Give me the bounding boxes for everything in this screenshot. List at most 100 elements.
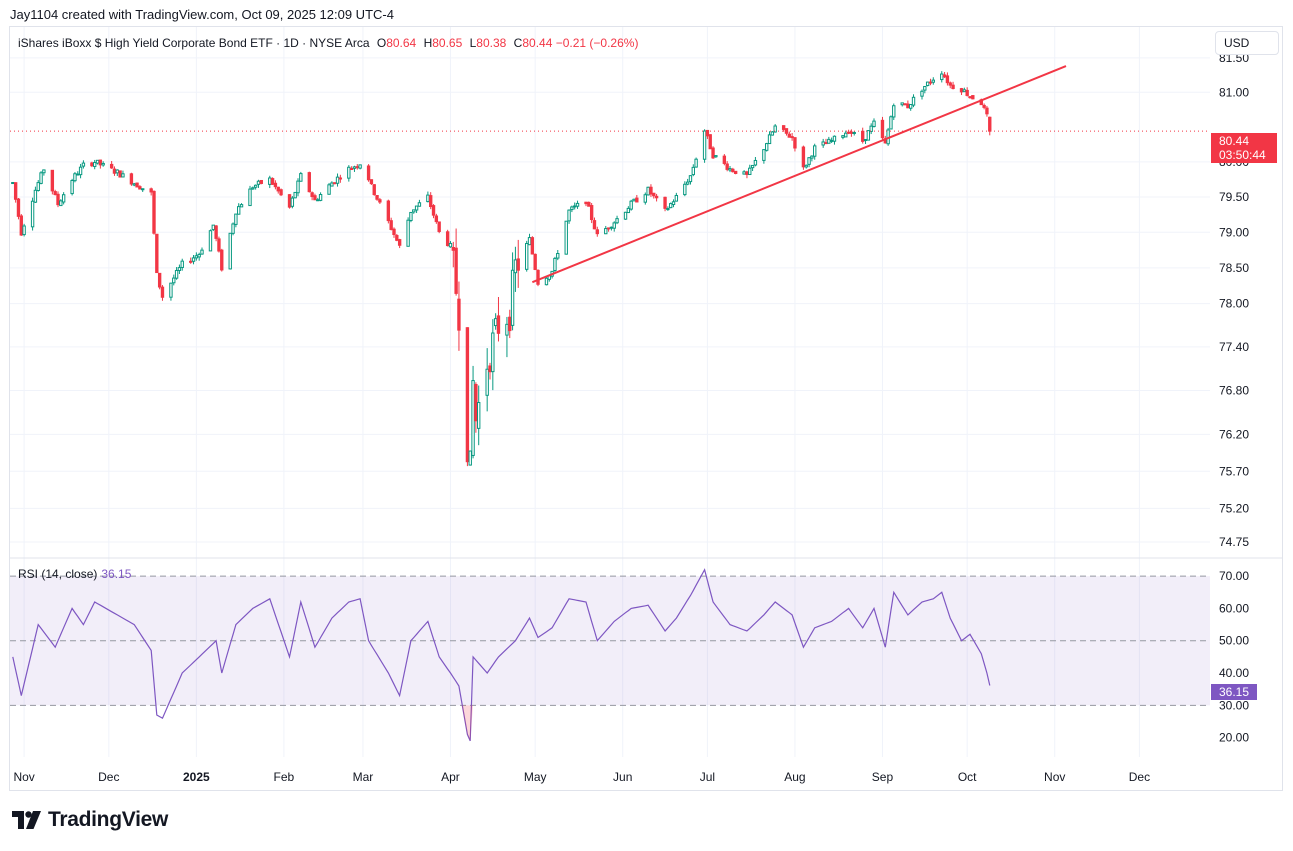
candle-body: [398, 240, 400, 246]
candle-body: [396, 236, 398, 241]
candle-body: [23, 226, 25, 235]
price-axis-label: 78.50: [1219, 261, 1249, 275]
candle-body: [40, 173, 42, 184]
tradingview-logo-icon: [12, 811, 42, 829]
chart-canvas[interactable]: 81.5081.0080.0079.5079.0078.5078.0077.40…: [0, 0, 1293, 851]
candle-body: [91, 163, 93, 166]
candle-body: [754, 160, 756, 165]
high-label: H: [424, 36, 433, 50]
candle-body: [723, 156, 725, 163]
candle-body: [929, 82, 931, 83]
candle-body: [139, 187, 141, 189]
candle-body: [469, 451, 471, 465]
candle-body: [509, 317, 511, 330]
candle-body: [294, 192, 296, 197]
candle-body: [636, 198, 638, 202]
candle-body: [910, 105, 912, 109]
candle-body: [782, 126, 784, 130]
candle-body: [170, 283, 172, 297]
time-axis-label: Dec: [98, 770, 119, 784]
currency-selector[interactable]: USD: [1215, 31, 1279, 55]
candle-body: [195, 256, 197, 258]
price-axis-label: 76.20: [1219, 427, 1249, 441]
candle-body: [726, 164, 728, 169]
candle-body: [565, 221, 567, 254]
candle-body: [689, 176, 691, 182]
time-axis-label: Mar: [353, 770, 374, 784]
candle-body: [475, 385, 477, 421]
candle-body: [850, 132, 852, 133]
candle-body: [181, 261, 183, 267]
candle-body: [438, 222, 440, 232]
candle-body: [653, 193, 655, 196]
candle-body: [370, 180, 372, 184]
candle-body: [966, 90, 968, 95]
candle-body: [356, 167, 358, 168]
time-axis-label: Sep: [872, 770, 894, 784]
candle-body: [14, 183, 16, 200]
candle-body: [336, 177, 338, 183]
tradingview-logo[interactable]: TradingView: [12, 808, 168, 832]
candle-body: [142, 189, 144, 190]
candle-body: [446, 232, 448, 246]
candle-body: [842, 136, 844, 138]
candle-body: [415, 206, 417, 210]
candle-body: [893, 106, 895, 117]
candle-body: [373, 185, 375, 195]
candle-body: [627, 208, 629, 212]
candle-body: [881, 120, 883, 137]
candle-body: [588, 202, 590, 206]
candle-body: [288, 195, 290, 207]
candle-body: [367, 166, 369, 180]
close-value: 80.44: [522, 36, 552, 50]
tradingview-logo-text: TradingView: [48, 808, 168, 832]
candle-body: [890, 117, 892, 129]
candle-body: [788, 134, 790, 137]
candle-body: [703, 131, 705, 159]
candle-body: [746, 172, 748, 175]
candle-body: [150, 189, 152, 192]
candle-body: [110, 164, 112, 167]
candle-body: [684, 184, 686, 194]
rsi-last-tag: 36.15: [1211, 684, 1257, 700]
time-axis-label: Jun: [613, 770, 632, 784]
candle-body: [867, 131, 869, 141]
candle-body: [79, 167, 81, 174]
candle-body: [616, 219, 618, 223]
candle-body: [209, 231, 211, 251]
price-axis-label: 76.80: [1219, 383, 1249, 397]
candle-body: [630, 201, 632, 209]
candle-body: [257, 181, 259, 184]
candle-body: [353, 167, 355, 168]
bar-countdown: 03:50:44: [1219, 148, 1277, 162]
candle-body: [664, 197, 666, 208]
rsi-axis-label: 60.00: [1219, 601, 1249, 615]
candle-body: [449, 243, 451, 246]
price-axis-label: 75.20: [1219, 501, 1249, 515]
candle-body: [590, 206, 592, 220]
candle-body: [252, 188, 254, 189]
price-axis-label: 78.00: [1219, 297, 1249, 311]
candle-body: [732, 169, 734, 171]
candle-body: [791, 137, 793, 138]
candle-body: [949, 83, 951, 85]
candle-body: [932, 80, 934, 82]
candle-body: [178, 268, 180, 271]
candle-body: [924, 86, 926, 90]
candle-body: [198, 254, 200, 256]
high-value: 80.65: [432, 36, 462, 50]
price-axis-label: 79.50: [1219, 190, 1249, 204]
candle-body: [808, 158, 810, 165]
rsi-label: RSI (14, close): [18, 567, 97, 581]
candle-body: [71, 181, 73, 194]
candle-body: [847, 132, 849, 133]
candle-body: [593, 221, 595, 229]
candle-body: [472, 381, 474, 456]
candle-body: [119, 171, 121, 177]
candle-body: [830, 140, 832, 141]
candle-body: [771, 132, 773, 135]
time-axis-label: Jul: [700, 770, 715, 784]
candle-body: [672, 202, 674, 205]
candle-body: [633, 199, 635, 201]
candle-body: [413, 210, 415, 212]
